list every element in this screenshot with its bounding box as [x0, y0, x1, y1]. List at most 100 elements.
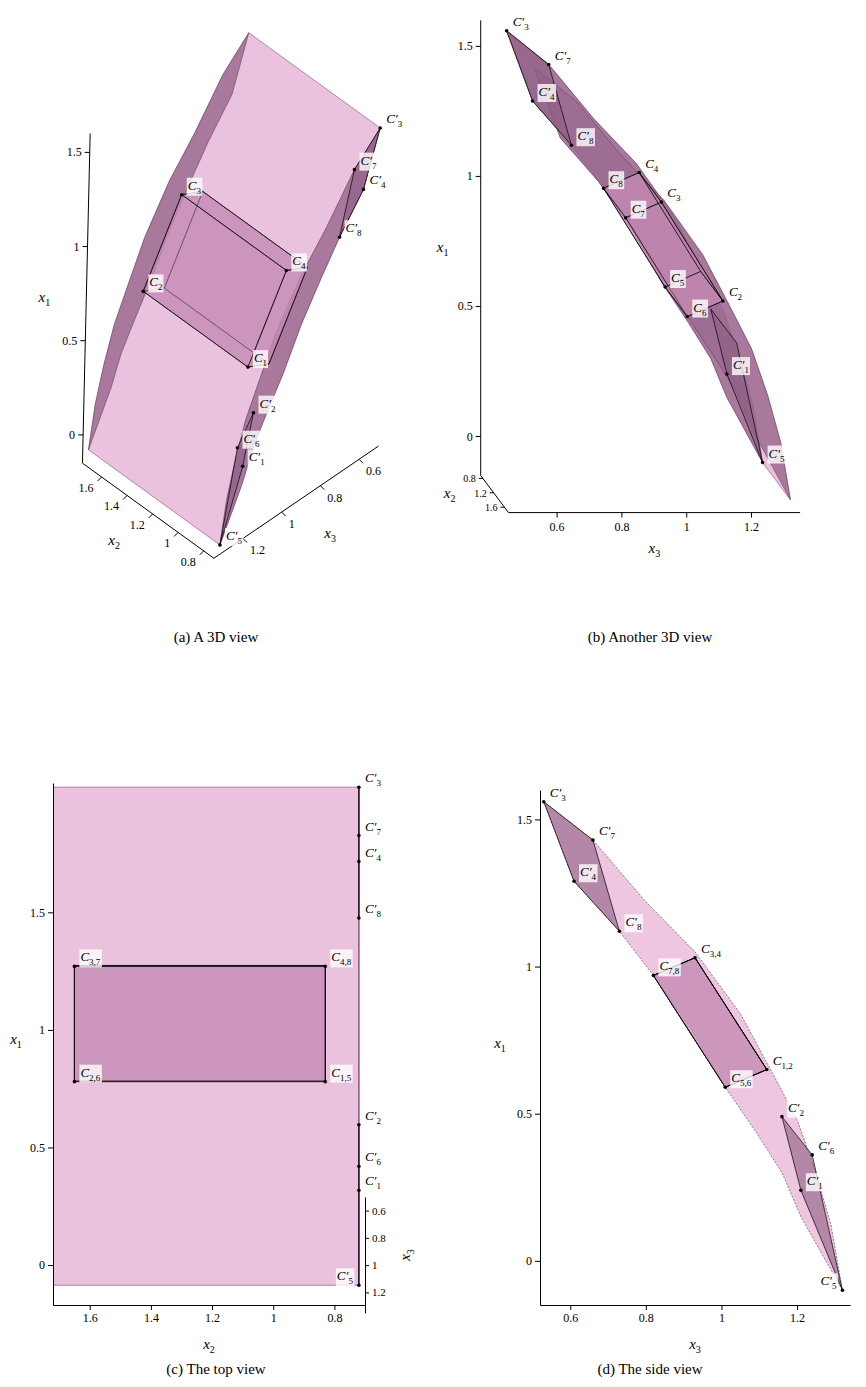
axis-title: x1: [493, 1035, 506, 1054]
label-background: [364, 901, 383, 919]
point-label: C5: [671, 270, 685, 288]
tick-label: 1: [271, 1311, 277, 1325]
point: [799, 1188, 803, 1192]
tick-mark: [48, 1030, 53, 1031]
point-label-main: C′: [259, 396, 271, 411]
point-label-sub: 4: [592, 872, 597, 882]
tick-mark: [78, 434, 83, 435]
panel: 00.511.51.61.41.210.80.60.811.2x1x2x3(c)…: [9, 770, 416, 1378]
label-background: [225, 528, 244, 546]
point: [338, 235, 342, 239]
point-label-main: C′: [818, 1138, 830, 1153]
label-background: [359, 153, 378, 171]
point-label-group: C′5: [768, 446, 787, 464]
axis-title: x3: [647, 540, 660, 559]
point-label-sub: 7,8: [668, 966, 680, 976]
label-background: [148, 274, 163, 292]
tick-mark: [273, 1305, 274, 1310]
label-background: [817, 1138, 836, 1156]
point-label-sub: 3,7: [89, 957, 101, 967]
label-background: [806, 1173, 824, 1191]
label-background: [644, 156, 660, 174]
point-label-group: C2: [728, 284, 743, 302]
point-label-group: C′7: [359, 153, 378, 171]
label-background: [385, 111, 404, 129]
point-label-sub: 8: [589, 136, 594, 146]
point-label-group: C6: [692, 300, 708, 318]
axis-title-sub: 3: [405, 1249, 416, 1254]
point-label-sub: 6: [702, 308, 707, 318]
point-label: C6: [693, 300, 707, 318]
tick-mark: [334, 1305, 335, 1310]
tick-mark: [90, 1305, 91, 1310]
tick-label: 1: [467, 169, 473, 183]
point-label-sub: 1,5: [340, 1073, 352, 1083]
image-region: [358, 787, 359, 918]
point: [357, 1123, 361, 1127]
point: [572, 879, 576, 883]
point-label-group: C′6: [364, 1149, 383, 1167]
point-label-sub: 1: [744, 365, 749, 375]
point: [761, 461, 765, 465]
sheet: [544, 802, 843, 1291]
point-label-main: C′: [243, 431, 255, 446]
tick-mark: [479, 478, 483, 479]
tick: 0.5: [517, 1107, 540, 1121]
point-label-sub: 4: [550, 92, 555, 102]
tick-mark: [320, 486, 324, 490]
tick-label: 0: [69, 428, 75, 442]
point-label: C2,6: [80, 1065, 100, 1083]
point-label-sub: 2: [158, 282, 163, 292]
point: [570, 143, 574, 147]
point-label: C′3: [365, 770, 382, 788]
point: [542, 800, 546, 804]
tick-label: 1.6: [485, 502, 498, 513]
image-region: [544, 802, 620, 931]
point-label-group: C′8: [576, 128, 595, 146]
tick-label: 0: [526, 1254, 532, 1268]
tick-mark: [751, 513, 752, 518]
point-label-main: C: [632, 201, 641, 216]
point-label-sub: 1: [376, 1181, 381, 1191]
point: [780, 1115, 784, 1119]
point-label: C′5: [769, 446, 786, 464]
point: [591, 838, 595, 842]
point-label: C7,8: [659, 958, 679, 976]
point-label-group: C1,5: [330, 1065, 352, 1083]
point-label-group: C2,6: [79, 1065, 101, 1083]
point-label: C′3: [550, 785, 567, 803]
point-label: C′2: [788, 1100, 804, 1118]
tick-mark: [500, 507, 504, 508]
point-label-group: C3,7: [79, 949, 101, 967]
axis-x2: 1.61.41.210.8: [54, 1305, 366, 1325]
point-label-main: C′: [769, 446, 781, 461]
box-face: [74, 965, 325, 1080]
point-label: C′5: [337, 1268, 354, 1286]
point-label-main: C: [292, 253, 301, 268]
axes: 00.511.51.61.41.210.80.60.811.2x1x2x3: [9, 784, 416, 1356]
axis-title: x1: [37, 289, 50, 308]
tick-mark: [80, 340, 85, 341]
axis-line: [509, 512, 801, 513]
tick-label: 0.5: [62, 334, 77, 348]
point: [765, 1068, 769, 1072]
tick-label: 1.5: [517, 813, 532, 827]
point-label: C′7: [599, 823, 616, 841]
point-label-group: C′7: [364, 819, 383, 837]
point-label-sub: 6: [830, 1146, 835, 1156]
point-label: C′7: [555, 48, 572, 66]
point-label: C′3: [513, 14, 530, 32]
point: [241, 465, 245, 469]
tick-label: 1.5: [458, 39, 473, 53]
point-label-main: C′: [365, 1108, 377, 1123]
tick-mark: [535, 1114, 540, 1115]
axis-title-sub: 1: [17, 1039, 22, 1050]
point-label-sub: 5: [832, 1281, 837, 1291]
point-label-sub: 4: [654, 164, 659, 174]
point: [547, 63, 551, 67]
axis-x3: 0.60.811.2x3: [509, 513, 801, 559]
point-label-main: C′: [625, 914, 637, 929]
label-background: [364, 1149, 383, 1167]
tick-label: 1: [39, 1023, 45, 1037]
point-label-group: C′3: [549, 785, 568, 803]
